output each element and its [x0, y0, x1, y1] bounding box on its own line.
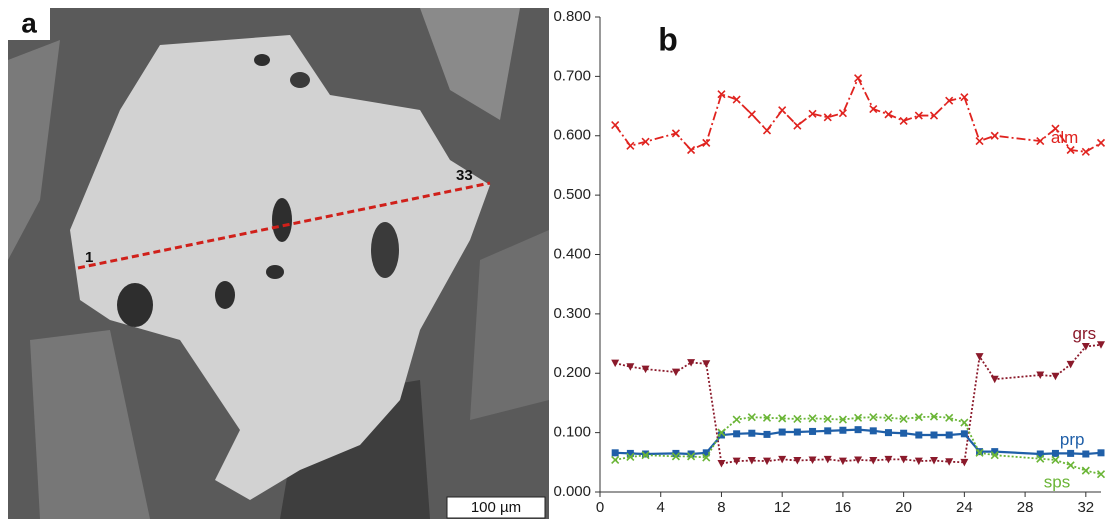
marker: [885, 111, 892, 118]
x-tick-label: 12: [774, 499, 791, 516]
marker: [1098, 449, 1105, 456]
profile-start: 1: [85, 249, 93, 266]
profile-end: 33: [456, 167, 473, 184]
marker: [1051, 373, 1059, 381]
plot: 0.000 0.100 0.200 0.300 0.400 0.500 0.600 0.700…: [553, 8, 1105, 516]
marker: [839, 110, 846, 117]
marker: [1067, 450, 1074, 457]
marker: [991, 376, 999, 384]
y-tick-label: 0.700: [553, 67, 591, 84]
marker: [642, 451, 649, 458]
series-label: alm: [1051, 128, 1078, 147]
marker: [612, 122, 619, 129]
panel-label: b: [658, 21, 678, 57]
x-tick-label: 24: [956, 499, 973, 516]
marker: [733, 416, 740, 423]
marker: [946, 432, 953, 439]
marker: [976, 448, 983, 455]
marker: [839, 427, 846, 434]
marker: [915, 432, 922, 439]
marker: [1098, 139, 1105, 146]
marker: [612, 456, 619, 463]
x-tick-label: 16: [835, 499, 852, 516]
y-tick-label: 0.300: [553, 305, 591, 322]
panel-label: a: [21, 7, 37, 38]
micrograph: 1 33 a 100 µm: [8, 7, 549, 519]
y-tick-label: 0.000: [553, 483, 591, 500]
marker: [779, 107, 786, 114]
marker: [824, 427, 831, 434]
marker: [976, 138, 983, 145]
marker: [611, 360, 619, 368]
marker: [1052, 450, 1059, 457]
marker: [687, 359, 695, 367]
inclusion: [215, 281, 235, 309]
marker: [991, 132, 998, 139]
marker: [900, 430, 907, 437]
series-label: grs: [1072, 324, 1096, 343]
marker: [885, 429, 892, 436]
series-line: [615, 78, 1101, 152]
marker: [627, 142, 634, 149]
marker: [931, 432, 938, 439]
inclusion: [254, 54, 270, 66]
marker: [672, 369, 680, 377]
x-tick-label: 28: [1017, 499, 1034, 516]
marker: [794, 429, 801, 436]
marker: [733, 430, 740, 437]
marker: [885, 414, 892, 421]
inclusion: [371, 222, 399, 278]
marker: [809, 428, 816, 435]
marker: [717, 460, 725, 468]
y-tick-label: 0.200: [553, 364, 591, 381]
figure: 1 33 a 100 µm b 0.000 0.100 0.200 0.300 0.40…: [0, 0, 1106, 520]
x-tick-label: 32: [1077, 499, 1094, 516]
series-line: [615, 345, 1101, 464]
y-tick-label: 0.600: [553, 127, 591, 144]
y-tick-label: 0.100: [553, 424, 591, 441]
marker: [612, 449, 619, 456]
x-tick-label: 8: [717, 499, 725, 516]
x-tick-label: 20: [895, 499, 912, 516]
marker: [794, 122, 801, 129]
marker: [855, 75, 862, 82]
marker: [855, 426, 862, 433]
inclusion: [117, 283, 153, 327]
inclusion: [290, 72, 310, 88]
inclusion: [266, 265, 284, 279]
marker: [688, 147, 695, 154]
marker: [779, 429, 786, 436]
series-line: [615, 430, 1101, 454]
marker: [764, 127, 771, 134]
marker: [809, 415, 816, 422]
marker: [961, 419, 968, 426]
y-tick-label: 0.800: [553, 8, 591, 25]
series-line: [615, 417, 1101, 475]
series-label: sps: [1044, 473, 1070, 492]
marker: [1082, 148, 1089, 155]
series-label: prp: [1060, 430, 1085, 449]
y-tick-label: 0.400: [553, 245, 591, 262]
marker: [961, 430, 968, 437]
marker: [748, 430, 755, 437]
inclusion: [272, 198, 292, 242]
marker: [764, 431, 771, 438]
marker: [748, 111, 755, 118]
x-tick-label: 0: [596, 499, 604, 516]
y-tick-label: 0.500: [553, 186, 591, 203]
scale-bar: 100 µm: [471, 499, 521, 516]
x-tick-label: 4: [657, 499, 665, 516]
marker: [1082, 451, 1089, 458]
marker: [870, 427, 877, 434]
marker: [702, 360, 710, 368]
